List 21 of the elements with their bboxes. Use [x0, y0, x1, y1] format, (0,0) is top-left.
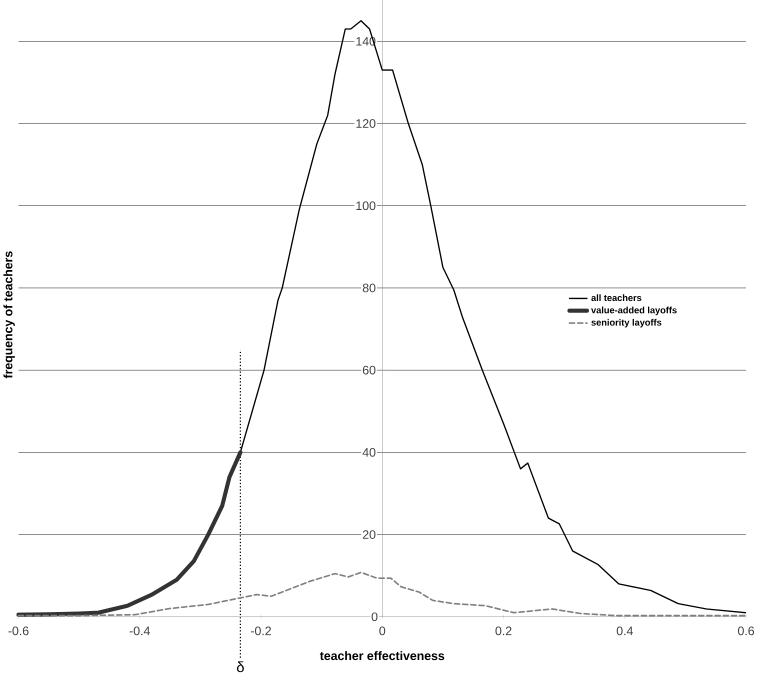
x-tick-label: -0.2 — [250, 626, 271, 636]
x-tick-label: -0.6 — [8, 626, 29, 636]
y-tick-label: 20 — [362, 530, 376, 540]
legend-label: all teachers — [591, 294, 642, 302]
y-tick-label: 40 — [362, 448, 376, 457]
ref-line-label: δ — [236, 662, 244, 672]
y-tick-label: 80 — [362, 284, 376, 292]
x-tick-label: 0.2 — [495, 626, 512, 636]
y-tick-label: 120 — [356, 119, 376, 128]
y-axis-title: frequency of teachers — [3, 252, 15, 378]
y-tick-label: 0 — [372, 612, 378, 622]
y-tick-label: 60 — [362, 366, 376, 375]
x-tick-label: -0.4 — [130, 626, 150, 636]
legend-label: value-added layoffs — [591, 306, 677, 316]
x-tick-label: 0 — [379, 626, 386, 636]
x-axis-title: teacher effectiveness — [320, 651, 444, 660]
line-series — [16, 450, 242, 617]
x-tick-label: 0.4 — [616, 626, 633, 636]
y-tick-label: 100 — [356, 202, 376, 210]
x-tick-label: 0.6 — [738, 626, 754, 636]
legend-label: seniority layoffs — [591, 319, 662, 328]
